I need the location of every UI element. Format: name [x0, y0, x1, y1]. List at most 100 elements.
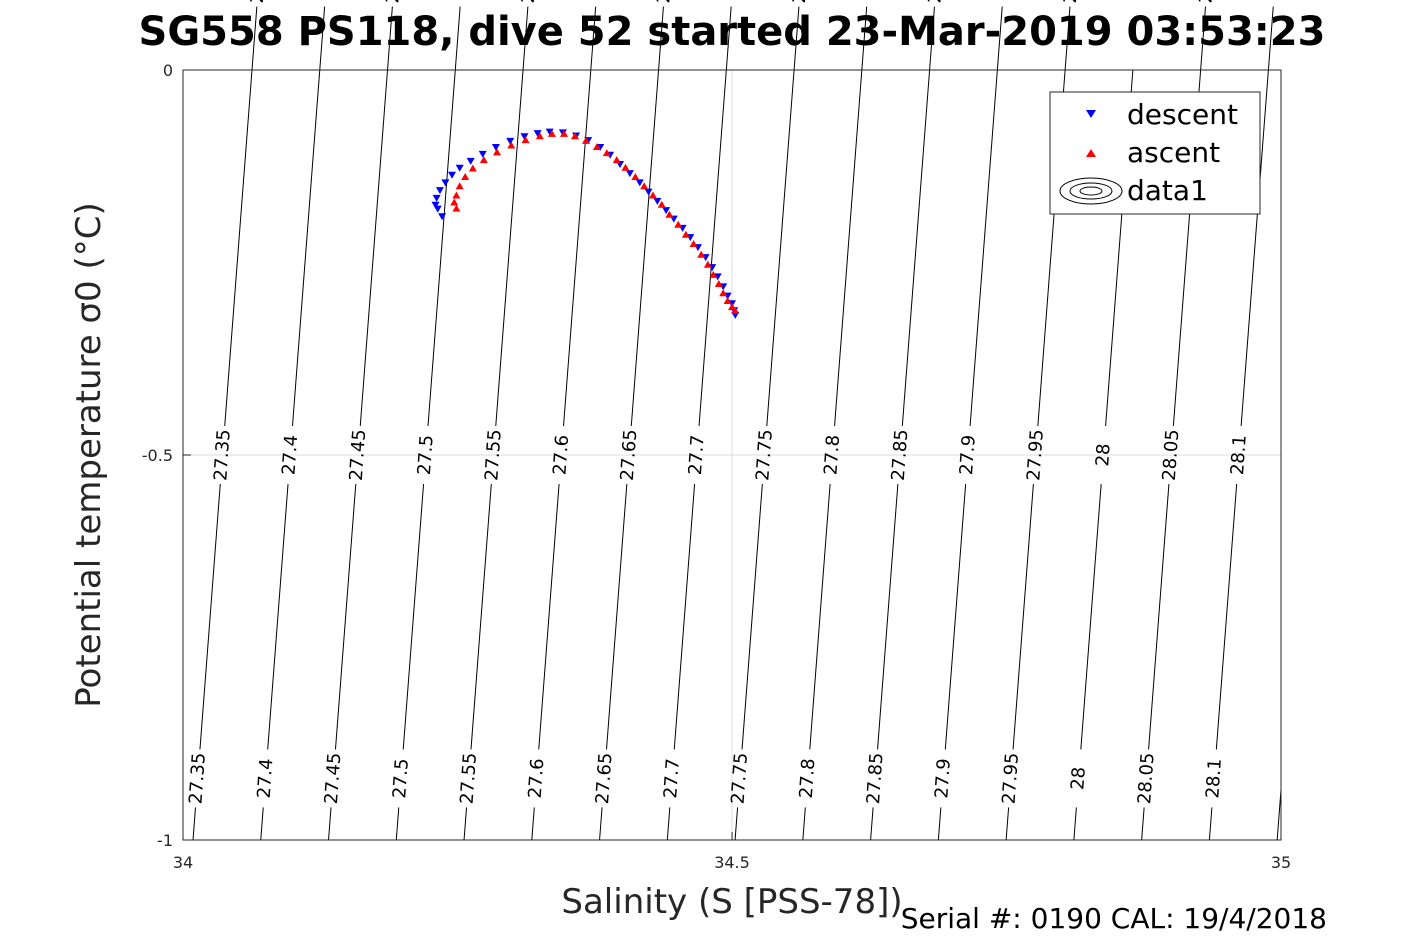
ascent-point: [674, 220, 683, 228]
isopycnal-line: [870, 807, 874, 841]
descent-point: [466, 157, 475, 165]
isopycnal-line: [199, 483, 221, 750]
ascent-point: [697, 250, 706, 258]
isopycnal-line: [470, 483, 492, 750]
contour-label: 27.95: [1023, 429, 1048, 482]
ascent-point: [450, 198, 459, 206]
isopycnal-line: [1005, 807, 1010, 841]
ascent-point: [452, 204, 461, 212]
contour-label: 27.35: [247, 0, 272, 4]
y-tick-label: -1: [157, 831, 173, 850]
isopycnal-line: [877, 483, 899, 750]
isopycnal-line: [802, 807, 806, 841]
descent-point: [478, 150, 487, 158]
ascent-point: [703, 260, 712, 268]
contour-label: 27.85: [888, 429, 913, 482]
data-series: [431, 128, 740, 319]
isopycnal-line: [673, 483, 696, 750]
isopycnal-line: [606, 483, 628, 750]
contour-label: 27.7: [685, 434, 709, 475]
contour-label: 27.35: [210, 429, 235, 482]
contour-label: 28.05: [1195, 0, 1220, 4]
isopycnal-line: [463, 807, 468, 841]
chart-title: SG558 PS118, dive 52 started 23-Mar-2019…: [139, 9, 1326, 55]
isopycnal-line: [359, 6, 393, 427]
ascent-point: [714, 280, 723, 288]
ascent-point: [592, 143, 601, 150]
isopycnal-line: [531, 807, 535, 841]
isopycnal-line: [766, 6, 800, 427]
ascent-point: [723, 297, 732, 304]
legend-marker-ascent: [1086, 149, 1096, 157]
isopycnal-line: [834, 6, 868, 427]
descent-point: [438, 213, 447, 221]
legend-box: [1049, 91, 1261, 215]
contour-label: 27.95: [1060, 0, 1085, 4]
contour-label: 28.1: [1227, 434, 1251, 475]
isopycnal-line: [734, 807, 739, 841]
isopycnal-line: [334, 483, 357, 750]
legend-label-ascent: ascent: [1127, 136, 1220, 169]
descent-point: [491, 144, 500, 151]
isopycnal-line: [698, 6, 732, 427]
ascent-point: [648, 191, 657, 199]
isopycnal-line: [901, 6, 935, 427]
x-tick-label: 35: [1271, 853, 1291, 872]
series-ascent: [450, 129, 740, 315]
contour-label: 27.65: [617, 429, 642, 482]
contour-label: 27.85: [863, 752, 888, 805]
isopycnal-line: [1240, 6, 1274, 427]
ascent-point: [452, 191, 461, 199]
isopycnal-line: [1141, 807, 1145, 841]
contour-label: 27.8: [820, 434, 844, 475]
density-contours: 27.35 27.4 27.45 27.5 27.55 27.6 27.65 27.7 27.7…: [185, 0, 1282, 841]
ascent-point: [560, 129, 569, 137]
ascent-point: [621, 163, 630, 171]
descent-point: [635, 179, 644, 187]
isopycnal-line: [495, 6, 529, 427]
contour-label: 27.8: [796, 758, 820, 799]
isopycnal-line: [944, 483, 967, 750]
isopycnal-line: [224, 6, 258, 427]
isopycnal-line: [1012, 483, 1034, 750]
isopycnal-line: [630, 6, 664, 427]
isopycnal-line: [599, 807, 603, 841]
isopycnal-line: [969, 6, 1003, 427]
ascent-point: [640, 182, 649, 190]
isopycnal-line: [1073, 807, 1077, 841]
descent-point: [441, 179, 450, 187]
ascent-point: [709, 270, 718, 278]
isopycnal-line: [1215, 483, 1238, 750]
ascent-point: [461, 173, 470, 181]
y-tick-label: -0.5: [142, 446, 173, 465]
axis-ticks: 34 34.5 35 0 -0.5 -1: [142, 61, 1291, 872]
contour-label: 27.45: [346, 429, 371, 482]
contour-label: 27.5: [389, 758, 413, 799]
contour-label: 27.6: [525, 758, 549, 799]
contour-label: 27.95: [999, 752, 1024, 805]
ascent-point: [728, 303, 736, 311]
isopycnal-line: [1148, 483, 1170, 750]
descent-point: [506, 137, 515, 145]
ascent-point: [521, 136, 530, 144]
isopycnal-line: [563, 6, 597, 427]
ascent-point: [612, 156, 621, 164]
contour-label: 27.4: [278, 434, 302, 475]
isopycnal-line: [741, 483, 763, 750]
serial-cal-footer: Serial #: 0190 CAL: 19/4/2018: [901, 902, 1327, 935]
isopycnal-line: [402, 483, 425, 750]
ascent-point: [493, 148, 502, 156]
contour-label: 27.75: [728, 752, 753, 805]
ascent-point: [507, 141, 516, 149]
contour-label: 27.4: [254, 758, 278, 799]
ascent-point: [535, 132, 544, 140]
descent-point: [435, 187, 444, 195]
contour-label: 27.35: [185, 752, 210, 805]
descent-point: [662, 207, 671, 215]
x-axis-label: Salinity (S [PSS-78]): [561, 882, 902, 922]
descent-point: [625, 170, 634, 178]
y-tick-label: 0: [163, 61, 173, 80]
contour-label: 27.65: [592, 752, 617, 805]
contour-label: 28.1: [1202, 758, 1226, 799]
